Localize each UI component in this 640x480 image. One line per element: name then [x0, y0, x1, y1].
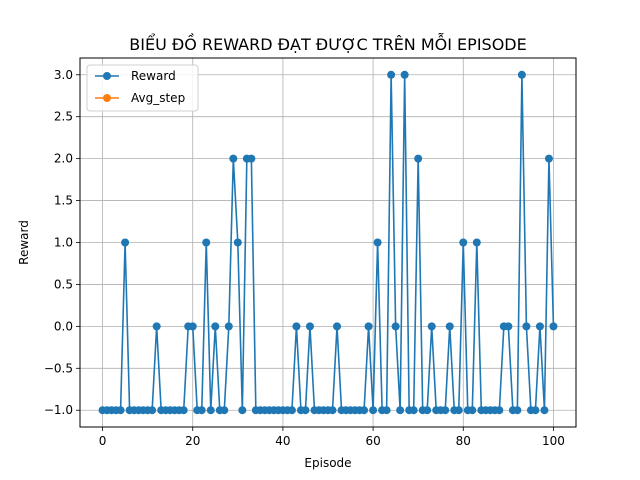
data-point [121, 238, 130, 247]
y-tick-label: 1.0 [54, 236, 73, 250]
y-tick-label: 0.5 [54, 277, 73, 291]
x-tick-label: 80 [456, 434, 471, 448]
data-point [148, 406, 157, 415]
data-point [305, 322, 314, 331]
data-point [472, 238, 481, 247]
series-layer [98, 70, 558, 415]
data-point [522, 322, 531, 331]
data-point [238, 406, 247, 415]
axis-ticks: 0 20 40 60 80 100 −1.0 −0.5 0.0 0.5 1.0 1.5 2.0 2.5 3.… [44, 68, 565, 448]
legend: Reward Avg_step [86, 64, 199, 112]
data-point [292, 322, 301, 331]
data-point [382, 406, 391, 415]
y-tick-label: 0.0 [54, 319, 73, 333]
data-point [391, 322, 400, 331]
x-tick-label: 100 [542, 434, 565, 448]
data-point [396, 406, 405, 415]
legend-marker-1 [103, 94, 111, 102]
data-point [152, 322, 161, 331]
y-tick-label: −1.0 [44, 403, 73, 417]
data-point [423, 406, 432, 415]
data-point [427, 322, 436, 331]
grid-lines [80, 58, 576, 427]
y-tick-label: 2.0 [54, 152, 73, 166]
y-tick-label: 1.5 [54, 194, 73, 208]
data-point [373, 238, 382, 247]
x-axis-label: Episode [304, 456, 351, 470]
data-point [364, 322, 373, 331]
y-tick-label: 2.5 [54, 110, 73, 124]
data-point [229, 154, 238, 163]
data-point [224, 322, 233, 331]
data-point [441, 406, 450, 415]
data-point [188, 322, 197, 331]
data-point [409, 406, 418, 415]
data-point [400, 70, 409, 79]
data-point [459, 238, 468, 247]
data-point [369, 406, 378, 415]
data-point [247, 154, 256, 163]
data-point [206, 406, 215, 415]
legend-label-1: Avg_step [131, 91, 185, 105]
data-point [513, 406, 522, 415]
data-point [301, 406, 310, 415]
data-point [328, 406, 337, 415]
data-point [202, 238, 211, 247]
data-point [517, 70, 526, 79]
x-tick-label: 40 [275, 434, 290, 448]
data-point [211, 322, 220, 331]
data-point [495, 406, 504, 415]
chart-title: BIỂU ĐỒ REWARD ĐẠT ĐƯỢC TRÊN MỖI EPISODE [129, 33, 526, 54]
data-point [360, 406, 369, 415]
x-tick-label: 60 [365, 434, 380, 448]
data-point [220, 406, 229, 415]
data-point [233, 238, 242, 247]
x-tick-label: 20 [185, 434, 200, 448]
y-tick-label: 3.0 [54, 68, 73, 82]
data-point [445, 322, 454, 331]
data-point [333, 322, 342, 331]
data-point [540, 406, 549, 415]
data-point [468, 406, 477, 415]
data-point [531, 406, 540, 415]
data-point [197, 406, 206, 415]
x-tick-label: 0 [99, 434, 107, 448]
data-point [544, 154, 553, 163]
data-point [179, 406, 188, 415]
data-point [287, 406, 296, 415]
data-point [504, 322, 513, 331]
legend-marker-0 [103, 72, 111, 80]
data-point [535, 322, 544, 331]
data-point [454, 406, 463, 415]
legend-label-0: Reward [131, 69, 176, 83]
y-axis-label: Reward [17, 220, 31, 265]
data-point [549, 322, 558, 331]
data-point [414, 154, 423, 163]
y-tick-label: −0.5 [44, 361, 73, 375]
data-point [116, 406, 125, 415]
data-point [387, 70, 396, 79]
